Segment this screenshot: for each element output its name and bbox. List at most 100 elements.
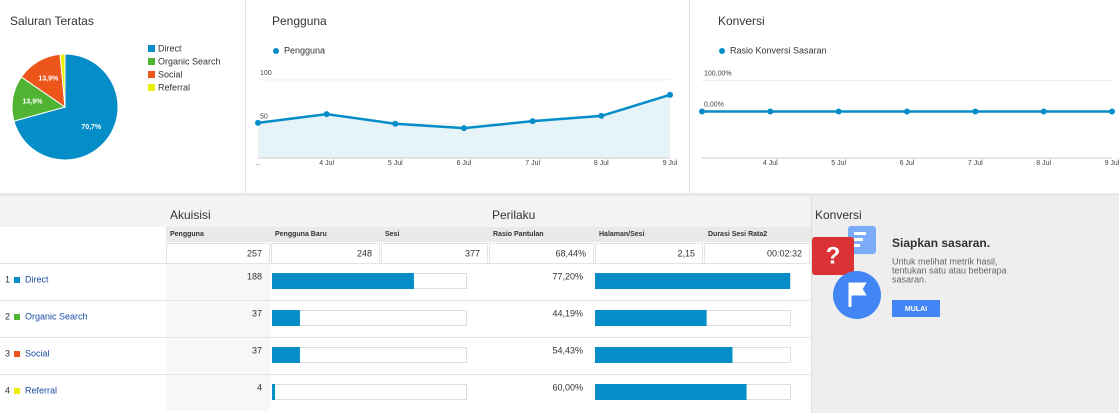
channel-link[interactable]: Organic Search	[25, 311, 88, 321]
column-header: Sesi	[385, 231, 399, 238]
button-label[interactable]: MULAI	[905, 306, 927, 313]
legend-swatch	[148, 45, 155, 52]
y-tick-label: 0,00%	[704, 101, 724, 108]
x-tick-label: 5 Jul	[831, 160, 846, 167]
goal-heading: Siapkan sasaran.	[892, 236, 990, 250]
goal-text: sasaran.	[892, 274, 927, 284]
x-tick-label: 7 Jul	[525, 160, 540, 167]
x-tick-label: 6 Jul	[457, 160, 472, 167]
button-bg[interactable]	[892, 300, 940, 317]
bounce-bar	[595, 347, 733, 363]
point	[392, 120, 399, 127]
point	[972, 108, 979, 115]
totals-value: 257	[247, 248, 262, 258]
pie-slice	[13, 53, 119, 161]
channel-swatch	[14, 351, 20, 357]
point	[461, 125, 467, 132]
bounce-bar	[595, 310, 707, 326]
legend-swatch	[148, 58, 155, 65]
column-header: Rasio Pantulan	[493, 231, 544, 238]
point	[904, 108, 910, 115]
panel-title: Saluran Teratas	[10, 14, 94, 28]
channel-swatch	[14, 388, 20, 394]
users-bar	[272, 347, 300, 363]
x-tick-label: 7 Jul	[968, 160, 983, 167]
totals-value: 377	[465, 248, 480, 258]
legend-label: Direct	[158, 43, 182, 53]
users-cell-bg	[166, 375, 270, 411]
point	[1109, 108, 1115, 115]
group-title: Perilaku	[492, 208, 535, 222]
channel-link[interactable]: Direct	[25, 274, 49, 284]
doc-line	[854, 238, 863, 241]
channel-link[interactable]: Social	[25, 348, 50, 358]
point	[667, 91, 673, 98]
totals-value: 00:02:32	[767, 248, 802, 258]
users-value: 188	[247, 271, 262, 281]
group-title: Konversi	[815, 208, 862, 222]
slice-label: 70,7%	[81, 124, 102, 131]
y-tick-label: 100,00%	[704, 70, 732, 77]
point	[255, 119, 261, 126]
panel-title: Konversi	[718, 14, 765, 28]
point	[598, 112, 605, 119]
legend-swatch	[148, 71, 155, 78]
bar-track	[272, 384, 467, 400]
legend-dot	[273, 48, 279, 54]
flag	[848, 282, 867, 307]
group-title: Akuisisi	[170, 208, 211, 222]
legend-label: Organic Search	[158, 56, 221, 66]
slice-label: 13,9%	[38, 75, 59, 82]
x-tick-label: 8 Jul	[594, 160, 609, 167]
x-tick-label: 4 Jul	[319, 160, 334, 167]
bounce-bar	[595, 384, 747, 400]
point	[835, 108, 842, 115]
goal-text: tentukan satu atau beberapa	[892, 265, 1007, 275]
y-tick-label: 100	[260, 70, 272, 77]
users-bar	[272, 273, 414, 289]
column-header: Pengguna	[170, 231, 204, 238]
legend-label: Referral	[158, 82, 190, 92]
legend-dot	[719, 48, 725, 54]
legend-swatch	[148, 84, 155, 91]
bounce-bar	[595, 273, 790, 289]
point	[529, 118, 536, 125]
bar-track	[272, 310, 467, 326]
channel-swatch	[14, 314, 20, 320]
question-mark: ?	[826, 242, 841, 269]
channel-swatch	[14, 277, 20, 283]
users-cell-bg	[166, 338, 270, 374]
totals-value: 248	[357, 248, 372, 258]
column-header: Pengguna Baru	[275, 231, 327, 238]
x-tick-label: 4 Jul	[763, 160, 778, 167]
users-value: 37	[252, 345, 262, 355]
rank: 2	[5, 311, 10, 321]
users-bar	[272, 384, 276, 400]
column-header-bg	[166, 227, 811, 242]
y-tick-label: 50	[260, 114, 268, 121]
channel-link[interactable]: Referral	[25, 385, 57, 395]
x-tick-label: ...	[255, 160, 261, 167]
bounce-value: 77,20%	[552, 271, 583, 281]
bounce-value: 60,00%	[552, 382, 583, 392]
point	[323, 111, 330, 118]
bar-track	[272, 347, 467, 363]
area	[258, 94, 670, 158]
x-tick-label: 9 Jul	[1105, 160, 1119, 167]
group-header-bg	[0, 196, 811, 227]
users-value: 37	[252, 308, 262, 318]
doc-line	[854, 232, 866, 235]
rank: 4	[5, 385, 10, 395]
x-tick-label: 5 Jul	[388, 160, 403, 167]
users-cell-bg	[166, 301, 270, 337]
users-value: 4	[257, 382, 262, 392]
rank: 3	[5, 348, 10, 358]
legend-label: Rasio Konversi Sasaran	[730, 45, 827, 55]
legend-label: Pengguna	[284, 45, 325, 55]
users-cell-bg	[166, 264, 270, 300]
totals-value: 2,15	[677, 248, 695, 258]
pie-slice	[59, 53, 66, 108]
x-tick-label: 6 Jul	[900, 160, 915, 167]
panel-title: Pengguna	[272, 14, 327, 28]
